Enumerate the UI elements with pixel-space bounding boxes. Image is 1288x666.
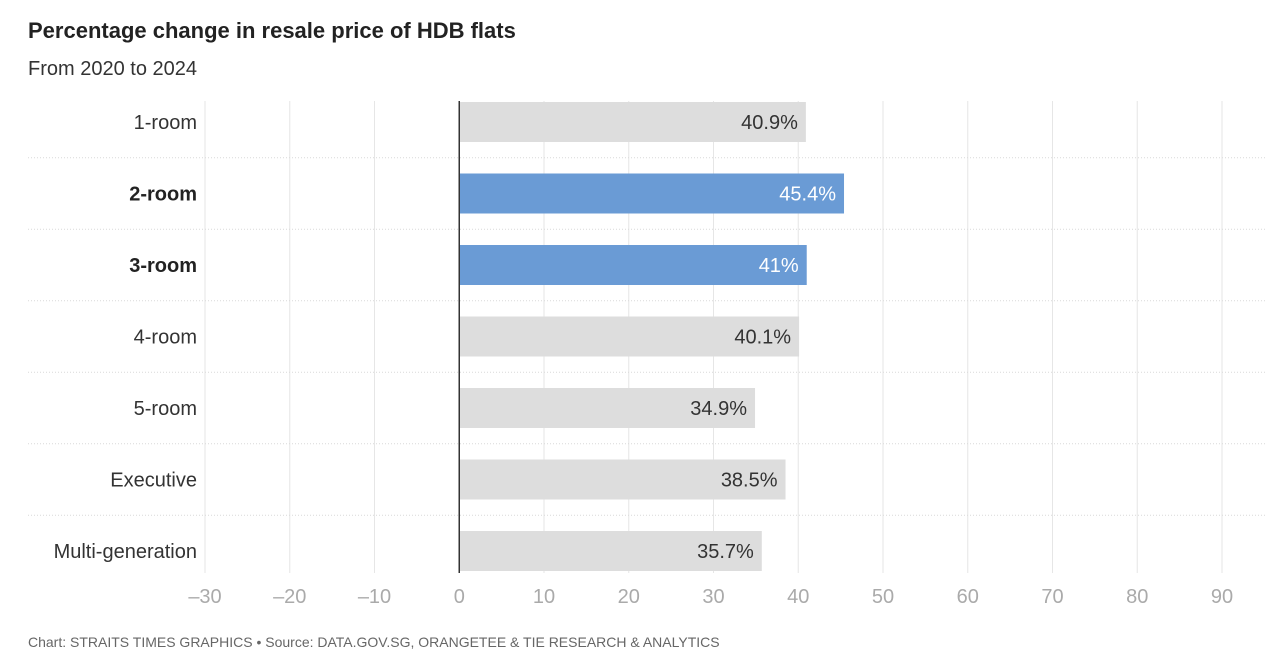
category-label: Multi-generation bbox=[54, 541, 197, 563]
category-label: 3-room bbox=[129, 255, 197, 277]
x-tick-label: 90 bbox=[1211, 586, 1233, 608]
x-tick-label: –10 bbox=[358, 586, 391, 608]
bar-value-label: 45.4% bbox=[779, 184, 836, 206]
bar-value-label: 40.9% bbox=[741, 112, 798, 134]
x-tick-label: 40 bbox=[787, 586, 809, 608]
x-tick-label: 60 bbox=[957, 586, 979, 608]
x-tick-label: 0 bbox=[454, 586, 465, 608]
chart-subtitle: From 2020 to 2024 bbox=[28, 58, 197, 80]
bar-4-room bbox=[459, 316, 800, 357]
chart-source-footer: Chart: STRAITS TIMES GRAPHICS • Source: … bbox=[28, 634, 720, 650]
x-tick-label: 70 bbox=[1041, 586, 1063, 608]
category-label: 5-room bbox=[134, 398, 197, 420]
bar-3-room bbox=[459, 245, 807, 285]
bar-multi-generation bbox=[459, 531, 762, 571]
x-tick-label: 30 bbox=[702, 586, 724, 608]
x-tick-label: 50 bbox=[872, 586, 894, 608]
bar-executive bbox=[459, 459, 786, 500]
bar-value-label: 35.7% bbox=[697, 541, 754, 563]
category-label: 1-room bbox=[134, 112, 197, 134]
chart-title: Percentage change in resale price of HDB… bbox=[28, 18, 516, 43]
x-tick-label: –20 bbox=[273, 586, 306, 608]
bar-5-room bbox=[459, 388, 756, 428]
bar-chart: 40.9% 1-room 45.4% 2-room 41% 3-room 40.1% 4-ro… bbox=[28, 101, 1265, 608]
category-label: Executive bbox=[110, 470, 197, 492]
category-label: 2-room bbox=[129, 184, 197, 206]
bar-2-room bbox=[459, 173, 845, 214]
x-tick-label: –30 bbox=[188, 586, 221, 608]
bar-value-label: 38.5% bbox=[721, 470, 778, 492]
bar-value-label: 40.1% bbox=[734, 327, 791, 349]
x-tick-label: 10 bbox=[533, 586, 555, 608]
bar-1-room bbox=[459, 102, 806, 142]
x-tick-label: 80 bbox=[1126, 586, 1148, 608]
category-label: 4-room bbox=[134, 327, 197, 349]
bar-value-label: 41% bbox=[759, 255, 799, 277]
x-tick-label: 20 bbox=[618, 586, 640, 608]
bar-value-label: 34.9% bbox=[690, 398, 747, 420]
